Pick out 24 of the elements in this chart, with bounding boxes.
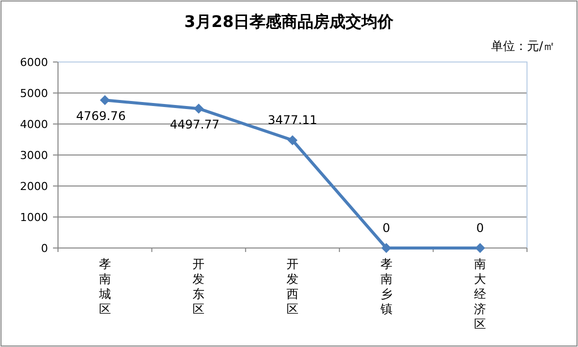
- y-tick-label: 6000: [20, 56, 48, 69]
- text: 单位：元/㎡: [490, 39, 555, 53]
- x-tick-label: 开发西区: [286, 257, 298, 316]
- y-tick-label: 2000: [20, 180, 48, 193]
- y-tick-label: 5000: [20, 87, 48, 100]
- x-tick-label: 开发东区: [192, 257, 205, 316]
- y-tick-label: 1000: [20, 211, 48, 224]
- x-tick-label: 孝南城区: [98, 257, 111, 316]
- x-tick-label: 南大经济区: [474, 257, 486, 331]
- y-tick-label: 0: [41, 242, 48, 255]
- point: [100, 95, 110, 106]
- point: [194, 104, 204, 114]
- data-label: 3477.11: [268, 113, 318, 128]
- x-tick-label: 孝南乡镇: [379, 257, 392, 316]
- data-label: 4769.76: [76, 109, 126, 124]
- data-label: 4497.77: [170, 118, 220, 132]
- y-tick-label: 3000: [20, 149, 48, 162]
- point: [475, 243, 486, 253]
- point: [381, 243, 392, 253]
- point: [288, 135, 298, 146]
- chart-title: 3月28日孝感商品房成交均价: [184, 12, 395, 31]
- data-label: 0: [476, 221, 484, 235]
- y-tick-label: 4000: [20, 118, 48, 131]
- data-label: 0: [382, 221, 390, 235]
